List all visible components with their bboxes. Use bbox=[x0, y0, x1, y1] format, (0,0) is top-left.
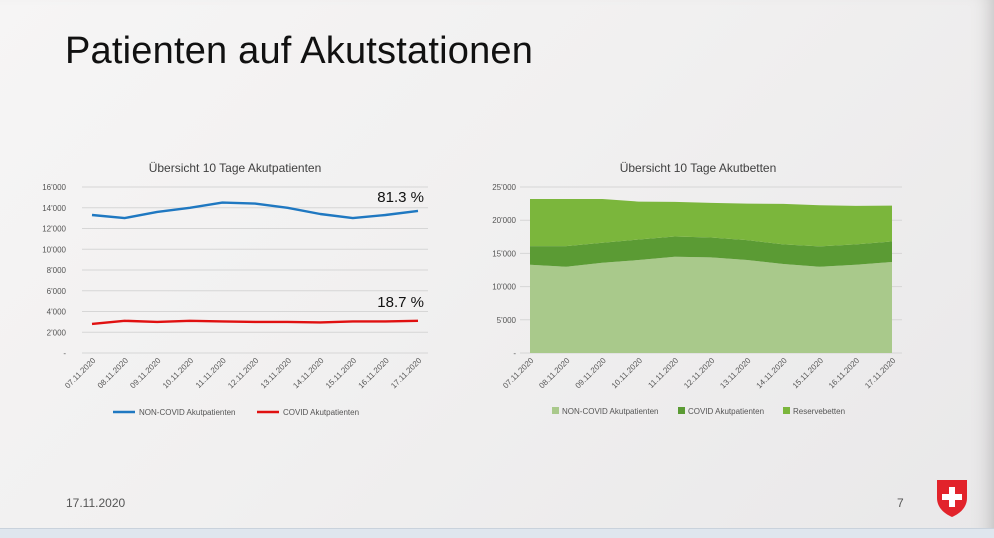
bottom-bar bbox=[0, 528, 994, 538]
legend-label-covid: COVID Akutpatienten bbox=[283, 408, 359, 417]
legend-reserve-label: Reservebetten bbox=[793, 407, 845, 416]
y-tick-label: 12'000 bbox=[42, 225, 66, 234]
y-tick-label: 15'000 bbox=[492, 249, 516, 258]
x-tick-label: 11.11.2020 bbox=[646, 356, 680, 390]
legend-non-covid-swatch bbox=[552, 407, 559, 414]
line-chart-akutpatienten: Übersicht 10 Tage Akutpatienten 16'000 14'… bbox=[42, 161, 428, 417]
area-chart-akutbetten: Übersicht 10 Tage Akutbetten 25'000 20'000… bbox=[492, 161, 902, 416]
y-tick-label: - bbox=[513, 349, 516, 358]
swiss-shield-icon bbox=[937, 480, 967, 517]
y-tick-label: 6'000 bbox=[47, 287, 67, 296]
y-tick-label: 2'000 bbox=[47, 328, 67, 337]
x-tick-label: 16.11.2020 bbox=[827, 356, 862, 391]
y-tick-label: 5'000 bbox=[497, 316, 517, 325]
x-tick-label: 13.11.2020 bbox=[718, 356, 753, 391]
x-tick-label: 15.11.2020 bbox=[324, 356, 359, 391]
y-tick-label: 4'000 bbox=[47, 308, 67, 317]
series-line-covid bbox=[91, 319, 419, 326]
slide-title: Patienten auf Akutstationen bbox=[65, 30, 534, 72]
area-covid bbox=[530, 236, 892, 267]
x-tick-label: 14.11.2020 bbox=[755, 356, 790, 391]
chart-title: Übersicht 10 Tage Akutbetten bbox=[620, 161, 777, 175]
legend-reserve-swatch bbox=[783, 407, 790, 414]
legend-covid-label: COVID Akutpatienten bbox=[688, 407, 764, 416]
legend-label-non-covid: NON-COVID Akutpatienten bbox=[139, 408, 235, 417]
x-tick-label: 15.11.2020 bbox=[791, 356, 826, 391]
y-tick-label: - bbox=[63, 349, 66, 358]
y-tick-label: 20'000 bbox=[492, 216, 516, 225]
chart-title: Übersicht 10 Tage Akutpatienten bbox=[149, 161, 322, 175]
y-tick-label: 16'000 bbox=[42, 183, 66, 192]
x-tick-label: 16.11.2020 bbox=[357, 356, 392, 391]
x-tick-label: 12.11.2020 bbox=[682, 356, 717, 391]
x-tick-label: 12.11.2020 bbox=[226, 356, 261, 391]
series-line-non-covid bbox=[91, 201, 419, 220]
y-tick-label: 8'000 bbox=[47, 266, 67, 275]
x-tick-label: 10.11.2020 bbox=[161, 356, 196, 391]
x-tick-label: 13.11.2020 bbox=[259, 356, 294, 391]
legend-non-covid-label: NON-COVID Akutpatienten bbox=[562, 407, 658, 416]
area-non-covid bbox=[530, 256, 892, 353]
x-tick-label: 07.11.2020 bbox=[501, 356, 536, 391]
y-tick-label: 25'000 bbox=[492, 183, 516, 192]
legend-covid-swatch bbox=[678, 407, 685, 414]
x-tick-label: 10.11.2020 bbox=[610, 356, 645, 391]
annotation-non-covid-share: 81.3 % bbox=[377, 189, 424, 206]
footer-date: 17.11.2020 bbox=[66, 496, 126, 510]
y-tick-label: 10'000 bbox=[492, 283, 516, 292]
x-tick-label: 11.11.2020 bbox=[194, 356, 228, 390]
y-tick-label: 10'000 bbox=[42, 245, 66, 254]
x-tick-label: 09.11.2020 bbox=[574, 356, 609, 391]
x-tick-label: 07.11.2020 bbox=[63, 356, 98, 391]
x-tick-label: 09.11.2020 bbox=[128, 356, 163, 391]
x-tick-label: 08.11.2020 bbox=[537, 356, 572, 391]
x-tick-label: 14.11.2020 bbox=[291, 356, 326, 391]
x-tick-label: 17.11.2020 bbox=[389, 356, 424, 391]
annotation-covid-share: 18.7 % bbox=[377, 294, 424, 311]
area-reserve bbox=[530, 199, 892, 247]
y-tick-label: 14'000 bbox=[42, 204, 66, 213]
x-tick-label: 17.11.2020 bbox=[863, 356, 898, 391]
x-tick-label: 08.11.2020 bbox=[96, 356, 131, 391]
page-number: 7 bbox=[897, 496, 904, 510]
